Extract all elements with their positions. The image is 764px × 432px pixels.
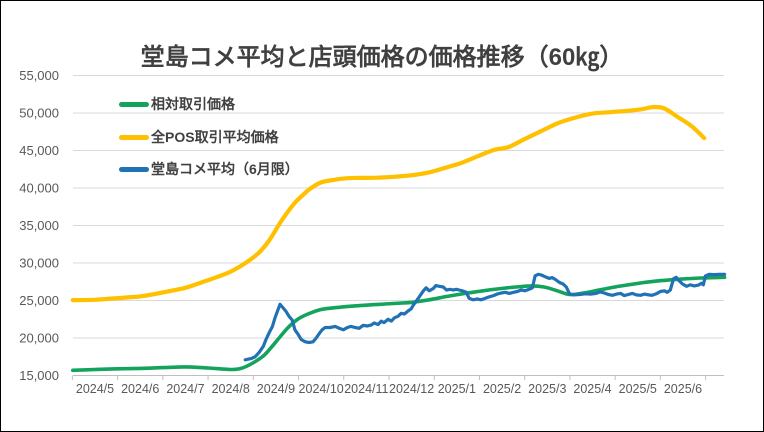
x-axis-label: 2024/6	[121, 382, 159, 396]
legend-label: 全POS取引平均価格	[151, 129, 279, 145]
legend-item-soutai: 相対取引価格	[119, 96, 235, 112]
x-axis-label: 2024/11	[344, 382, 388, 396]
legend-label: 相対取引価格	[151, 96, 235, 112]
x-axis-label: 2024/12	[389, 382, 434, 396]
legend-label: 堂島コメ平均（6月限）	[151, 161, 299, 177]
x-axis-label: 2024/7	[166, 382, 204, 396]
x-axis-label: 2025/2	[483, 382, 521, 396]
y-axis-label: 50,000	[19, 106, 59, 121]
y-axis-label: 15,000	[19, 368, 59, 383]
legend-item-pos: 全POS取引平均価格	[119, 129, 279, 145]
y-axis-label: 20,000	[19, 331, 59, 346]
series-line-soutai-green	[71, 275, 727, 373]
y-axis-label: 45,000	[19, 143, 59, 158]
x-axis-label: 2025/4	[573, 382, 611, 396]
y-axis-label: 55,000	[19, 68, 59, 83]
y-axis-label: 35,000	[19, 218, 59, 233]
x-axis-label: 2025/3	[528, 382, 566, 396]
legend-swatch-blue-line	[119, 166, 149, 172]
y-axis-label: 30,000	[19, 256, 59, 271]
chart-title: 堂島コメ平均と店頭価格の価格推移（60㎏）	[140, 44, 624, 71]
series-line-dojima-blue	[243, 272, 727, 362]
legend-swatch-yellow-line	[119, 134, 149, 140]
x-axis-label: 2024/8	[212, 382, 250, 396]
y-axis-label: 25,000	[19, 293, 59, 308]
x-axis-label: 2024/10	[299, 382, 344, 396]
x-axis-label: 2025/6	[664, 382, 702, 396]
x-axis-label: 2025/1	[438, 382, 476, 396]
legend-item-dojima: 堂島コメ平均（6月限）	[119, 161, 299, 177]
x-axis-label: 2024/5	[76, 382, 114, 396]
y-axis-label: 40,000	[19, 181, 59, 196]
legend-swatch-green-line	[119, 101, 149, 107]
series-line-pos-yellow	[70, 104, 707, 303]
x-axis-label: 2025/5	[619, 382, 657, 396]
x-axis-label: 2024/9	[257, 382, 295, 396]
